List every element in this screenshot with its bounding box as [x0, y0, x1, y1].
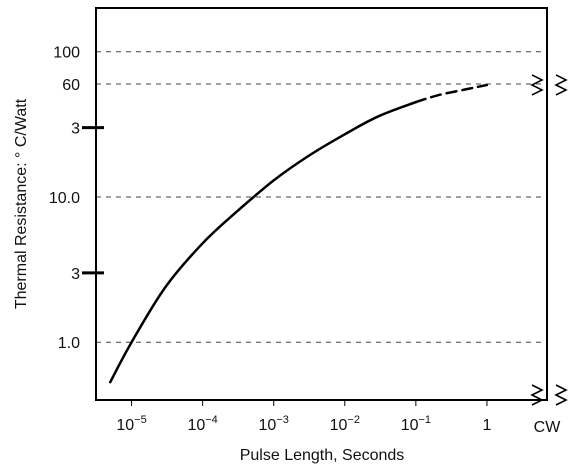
y-axis-ticks: 100 60 3 10.0 3 1.0 — [49, 45, 104, 352]
x-axis-title: Pulse Length, Seconds — [240, 447, 405, 464]
y-tick-label: 1.0 — [58, 335, 80, 352]
y-tick-label: 60 — [62, 77, 80, 94]
grid-lines — [96, 51, 547, 343]
x-tick-label: 10−3 — [259, 414, 289, 434]
x-tick-label: 1 — [482, 417, 491, 434]
x-tick-label: 10−4 — [187, 414, 217, 434]
y-tick-label: 100 — [53, 45, 80, 62]
y-tick-label: 10.0 — [49, 190, 80, 207]
x-axis-ticks: 10−5 10−4 10−3 10−2 10−1 1 CW — [116, 400, 561, 436]
break-mark-top-left — [530, 74, 544, 96]
series — [108, 83, 489, 384]
x-tick-label: 10−5 — [116, 414, 146, 434]
x-tick-label: 10−2 — [330, 414, 360, 434]
x-cw-label: CW — [534, 419, 562, 436]
break-mark-bottom-right — [554, 384, 568, 406]
x-tick-label: 10−1 — [401, 414, 431, 434]
y-tick-label: 3 — [71, 266, 80, 283]
axis-break-marks — [530, 74, 568, 406]
y-axis-title: Thermal Resistance: ° C/Watt — [13, 98, 30, 309]
plot-frame — [95, 7, 548, 401]
curve-dashed-segment — [414, 83, 489, 104]
curve-solid-segment — [108, 100, 418, 384]
break-mark-bottom-left — [530, 384, 544, 406]
break-mark-top-right — [554, 74, 568, 96]
y-tick-label: 3 — [71, 121, 80, 138]
